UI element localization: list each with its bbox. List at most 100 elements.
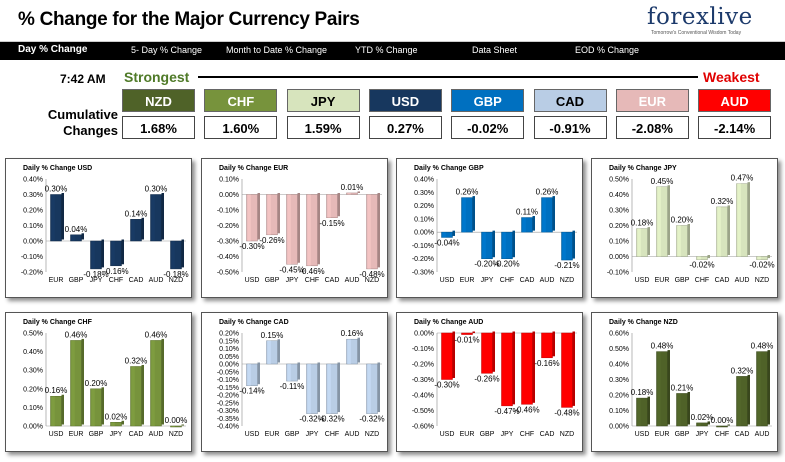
bar-highlight — [247, 194, 251, 241]
bar-side — [452, 230, 455, 236]
category-label: CHF — [305, 277, 319, 284]
y-tick-label: 0.10% — [23, 223, 43, 230]
category-label: USD — [245, 431, 260, 438]
chart-panel-6: Daily % Change CAD 0.20% 0.15% 0.10% 0.05% 0.… — [201, 312, 388, 452]
bar-highlight — [677, 225, 681, 257]
y-tick-label: -0.10% — [412, 243, 434, 250]
bar-highlight — [267, 340, 271, 364]
bar-side — [727, 205, 730, 255]
bar-highlight — [51, 194, 55, 241]
category-label: JPY — [501, 431, 514, 438]
y-tick-label: -0.10% — [412, 346, 434, 353]
nav-month-to-date-change[interactable]: Month to Date % Change — [226, 45, 328, 55]
nav-data-sheet[interactable]: Data Sheet — [472, 45, 518, 55]
category-label: NZD — [365, 431, 379, 438]
bar-highlight — [737, 183, 741, 257]
bar-highlight — [502, 333, 506, 406]
data-label: -0.14% — [239, 387, 264, 396]
bar-gbp — [481, 332, 493, 374]
y-tick-label: 0.30% — [23, 192, 43, 199]
nav-bar: Day % Change 5- Day % Change Month to Da… — [0, 42, 785, 60]
bar-highlight — [111, 422, 115, 426]
y-tick-label: 0.40% — [23, 177, 43, 184]
category-label: CAD — [325, 277, 340, 284]
data-label: -0.04% — [434, 238, 459, 247]
category-label: JPY — [286, 277, 299, 284]
bar-highlight — [522, 333, 526, 405]
bar-side — [647, 227, 650, 255]
chart-title: Daily % Change USD — [23, 165, 93, 172]
nav-ytd-change[interactable]: YTD % Change — [355, 45, 418, 55]
category-label: CAD — [735, 431, 750, 438]
bar-usd — [636, 397, 648, 427]
y-tick-label: -0.10% — [607, 270, 629, 277]
bar-aud — [346, 338, 358, 365]
y-tick-label: 0.10% — [219, 346, 239, 353]
bar-side — [667, 350, 670, 425]
category-label: GBP — [675, 431, 690, 438]
bar-highlight — [151, 340, 155, 426]
bar-jpy — [481, 231, 493, 259]
bar-highlight — [657, 186, 661, 257]
forexlive-logo[interactable]: forexlive Tomorrow's Conventional Wisdom… — [645, 4, 765, 38]
category-label: CHF — [109, 277, 123, 284]
bar-chf — [696, 256, 708, 260]
bar-eur — [70, 340, 82, 427]
bar-side — [667, 185, 670, 255]
bar-aud — [150, 194, 162, 242]
nav-eod-change[interactable]: EOD % Change — [575, 45, 640, 55]
category-label: USD — [440, 277, 455, 284]
bar-highlight — [367, 364, 371, 414]
category-label: EUR — [655, 431, 670, 438]
currency-name: AUD — [698, 89, 772, 112]
bar-highlight — [347, 339, 351, 364]
bar-nzd — [366, 363, 378, 414]
bar-side — [181, 424, 184, 426]
y-tick-label: 0.20% — [23, 386, 43, 393]
y-tick-label: 0.20% — [23, 208, 43, 215]
currency-name: CAD — [533, 89, 607, 112]
weakest-label: Weakest — [703, 69, 760, 85]
category-label: USD — [635, 431, 650, 438]
chart-panel-1: Daily % Change USD 0.40% 0.30% 0.20% 0.10% 0.… — [5, 158, 192, 298]
bar-highlight — [171, 241, 175, 269]
data-label: 0.11% — [516, 208, 538, 217]
bar-eur — [50, 194, 62, 242]
y-tick-label: 0.00% — [23, 239, 43, 246]
data-label: 0.00% — [711, 416, 734, 425]
bar-highlight — [442, 232, 446, 238]
bar-highlight — [347, 192, 351, 195]
bar-cad — [326, 194, 338, 218]
data-label: 0.45% — [651, 177, 674, 186]
data-label: -0.46% — [514, 405, 539, 414]
bar-highlight — [562, 333, 566, 408]
nav-day-change[interactable]: Day % Change — [18, 44, 88, 55]
y-tick-label: -0.20% — [412, 362, 434, 369]
nav-5day-change[interactable]: 5- Day % Change — [131, 45, 203, 55]
bar-gbp — [70, 234, 82, 242]
bar-side — [357, 337, 360, 363]
data-label: -0.02% — [689, 261, 714, 270]
bar-highlight — [717, 426, 721, 427]
y-tick-label: 0.30% — [609, 377, 629, 384]
y-tick-label: 0.10% — [219, 177, 239, 184]
bar-highlight — [151, 194, 155, 241]
bar-side — [377, 193, 380, 268]
bar-highlight — [757, 256, 761, 260]
data-label: 0.30% — [145, 185, 168, 194]
category-label: CAD — [520, 277, 535, 284]
bar-nzd — [170, 425, 182, 428]
bar-highlight — [697, 422, 701, 426]
bar-highlight — [367, 194, 371, 269]
bar-highlight — [91, 388, 95, 426]
bar-highlight — [657, 351, 661, 426]
bar-side — [727, 424, 730, 426]
chart-panel-8: Daily % Change NZD 0.60% 0.50% 0.40% 0.30% 0.… — [591, 312, 778, 452]
data-label: 0.15% — [261, 331, 284, 340]
chart-panel-4: Daily % Change JPY 0.50% 0.40% 0.30% 0.20% 0.… — [591, 158, 778, 298]
category-label: NZD — [365, 277, 379, 284]
data-label: -0.18% — [83, 270, 108, 279]
category-label: JPY — [110, 431, 123, 438]
category-label: USD — [245, 277, 260, 284]
bar-side — [277, 193, 280, 234]
